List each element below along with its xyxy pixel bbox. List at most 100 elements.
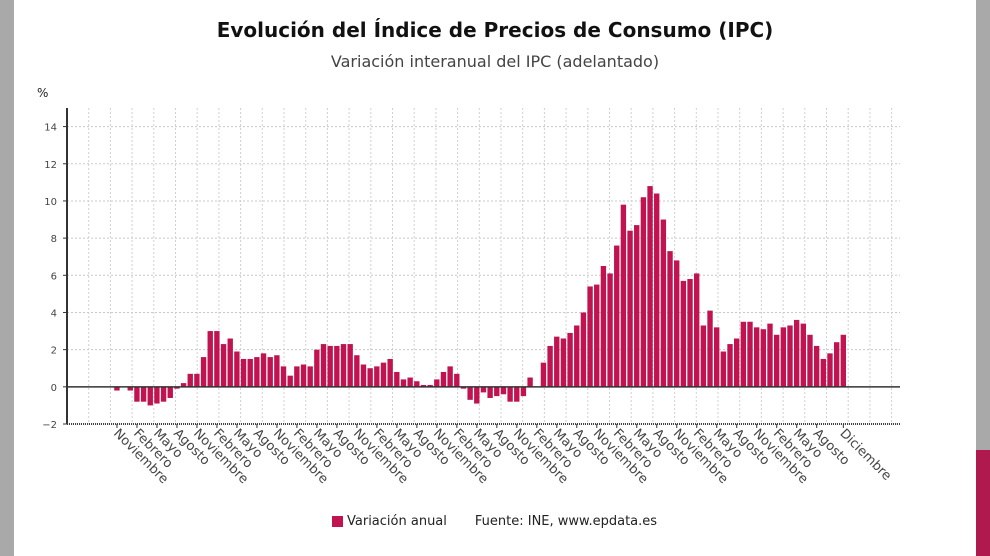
bar (227, 338, 233, 387)
bar (480, 386, 487, 393)
y-tick-label: 14 (44, 123, 57, 134)
bar (420, 384, 427, 387)
bar (773, 334, 780, 387)
bar (680, 280, 687, 387)
bar (174, 386, 180, 389)
y-tick-label: 6 (51, 271, 57, 282)
bar (414, 381, 420, 387)
bar (267, 357, 273, 387)
bar (674, 260, 680, 387)
bar (620, 204, 627, 387)
bar (314, 349, 320, 387)
bar (167, 386, 173, 398)
legend: Variación anual Fuente: INE, www.epdata.… (332, 514, 657, 529)
bar (607, 273, 613, 387)
bar (467, 386, 473, 400)
bar (387, 358, 393, 387)
bar (294, 366, 300, 387)
bar (687, 279, 693, 387)
bar (820, 358, 826, 387)
y-tick-label: 4 (51, 308, 57, 319)
bar (194, 373, 200, 387)
bar (813, 345, 820, 387)
bar (547, 345, 553, 387)
bar (740, 321, 747, 387)
bar (240, 358, 247, 387)
bar (114, 386, 120, 391)
bar (200, 357, 207, 387)
bar (727, 344, 733, 387)
legend-swatch (332, 516, 343, 527)
bar (274, 355, 280, 387)
bar (427, 384, 433, 387)
bar (654, 193, 660, 387)
bar (714, 327, 720, 387)
bar (140, 386, 147, 402)
bar (793, 319, 800, 387)
bar (494, 386, 500, 397)
bar (394, 371, 400, 387)
bar (180, 383, 187, 387)
bar (160, 386, 167, 402)
bar (320, 344, 327, 387)
bar (127, 386, 133, 391)
bar (134, 386, 140, 402)
bar (700, 325, 707, 387)
bar (347, 344, 353, 387)
bar (720, 351, 727, 387)
bar (640, 197, 647, 387)
bar (214, 331, 220, 387)
bar (307, 366, 313, 387)
bar (187, 373, 193, 387)
y-tick-label: 0 (51, 383, 57, 394)
bar (707, 310, 713, 387)
bar (234, 351, 240, 387)
bar (667, 251, 673, 387)
bar (747, 321, 753, 387)
bar (634, 225, 640, 387)
background-edge (976, 450, 990, 556)
bar (780, 327, 787, 387)
bar (340, 344, 347, 387)
bar (800, 323, 807, 387)
bar (260, 353, 267, 387)
bar (660, 219, 667, 387)
bar (440, 371, 447, 387)
bar (254, 357, 260, 387)
bar (147, 386, 153, 406)
bar (787, 325, 793, 387)
bar (514, 386, 520, 402)
y-tick-label: 10 (44, 197, 57, 208)
bar (614, 245, 620, 387)
bar (334, 345, 340, 387)
chart-subtitle: Variación interanual del IPC (adelantado… (330, 52, 660, 71)
bar (154, 386, 160, 404)
bar (380, 362, 387, 387)
source-text: Fuente: INE, www.epdata.es (474, 514, 658, 529)
bar (833, 342, 840, 387)
bar (207, 331, 213, 387)
bar (520, 386, 527, 397)
bar (454, 373, 460, 387)
bar (474, 386, 480, 404)
y-axis-unit: % (37, 86, 49, 100)
bar (287, 375, 293, 387)
bar (580, 312, 587, 387)
bar (327, 345, 333, 387)
bar (300, 364, 307, 387)
bar (354, 355, 360, 387)
bar (567, 332, 573, 387)
bar (220, 344, 227, 387)
bar (554, 336, 560, 387)
bar (594, 284, 600, 387)
bar (694, 273, 700, 387)
bar (840, 334, 846, 387)
bar (827, 353, 833, 387)
bar (507, 386, 513, 402)
bar (753, 327, 760, 387)
bar (560, 338, 567, 387)
bar (647, 186, 653, 387)
bar (734, 338, 740, 387)
bar (500, 386, 507, 395)
